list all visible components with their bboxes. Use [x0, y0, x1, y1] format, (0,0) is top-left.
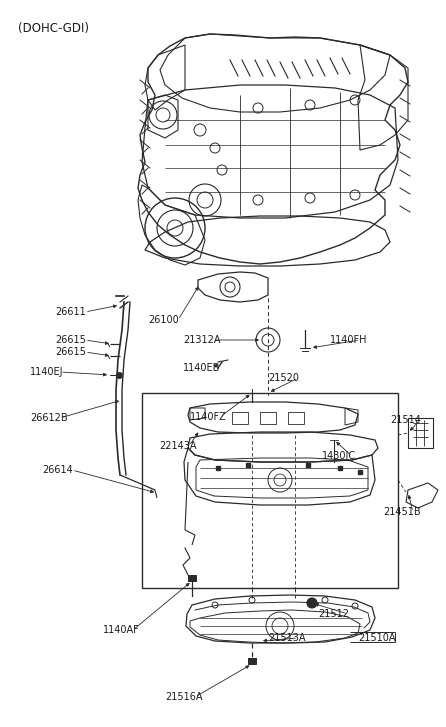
Bar: [260, 412, 276, 424]
Text: 1140EB: 1140EB: [183, 363, 220, 373]
Text: 21451B: 21451B: [383, 507, 421, 517]
Text: 1140AF: 1140AF: [103, 625, 140, 635]
Text: 1140FH: 1140FH: [330, 335, 368, 345]
Text: 21516A: 21516A: [165, 692, 202, 702]
Bar: [232, 412, 248, 424]
Text: 26100: 26100: [148, 315, 179, 325]
Text: 22143A: 22143A: [159, 441, 197, 451]
Text: 26615: 26615: [55, 335, 86, 345]
Bar: [142, 393, 398, 588]
Bar: [408, 418, 433, 448]
Text: 1140FZ: 1140FZ: [190, 412, 227, 422]
Bar: [248, 658, 256, 664]
Text: 21514: 21514: [390, 415, 421, 425]
Text: 21520: 21520: [268, 373, 299, 383]
Text: 21510A: 21510A: [358, 633, 396, 643]
Text: 26612B: 26612B: [30, 413, 68, 423]
Text: 1430JC: 1430JC: [322, 451, 356, 461]
Text: (DOHC-GDI): (DOHC-GDI): [18, 22, 89, 35]
Text: 26615: 26615: [55, 347, 86, 357]
Text: 1140EJ: 1140EJ: [30, 367, 63, 377]
Text: 26611: 26611: [55, 307, 86, 317]
Bar: [188, 575, 196, 581]
Text: 21312A: 21312A: [183, 335, 220, 345]
Circle shape: [307, 598, 317, 608]
Bar: [288, 412, 304, 424]
Text: 21512: 21512: [318, 609, 349, 619]
Text: 21513A: 21513A: [268, 633, 306, 643]
Text: 26614: 26614: [42, 465, 73, 475]
